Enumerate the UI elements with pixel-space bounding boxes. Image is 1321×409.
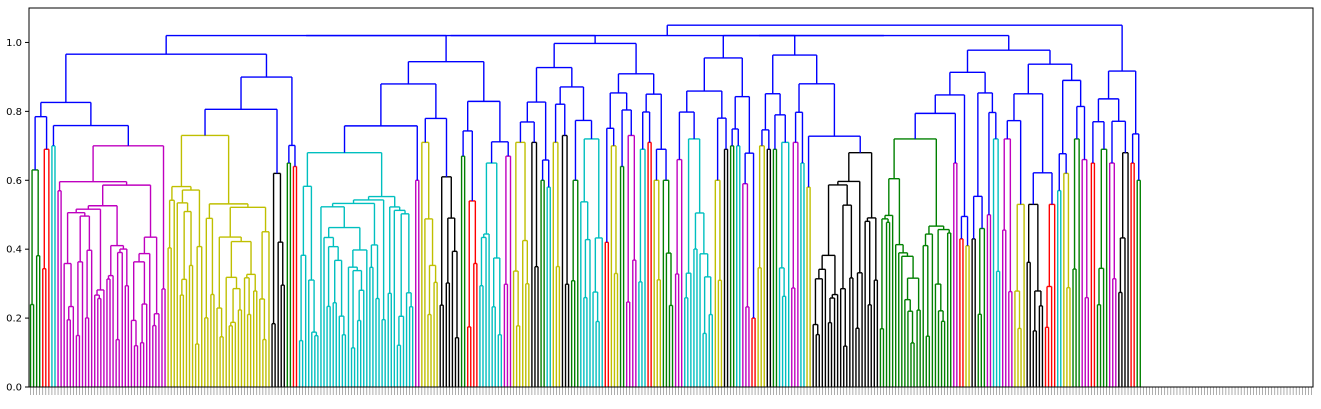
y-tick-label: 0.6 (6, 176, 22, 187)
dendrogram-links (29, 24, 1141, 387)
y-tick-label: 0.2 (6, 314, 22, 325)
y-axis: 0.0 0.2 0.4 0.6 0.8 1.0 (6, 38, 29, 394)
y-tick-label: 1.0 (6, 38, 22, 49)
leaf-labels (30, 387, 1312, 395)
y-tick-label: 0.8 (6, 107, 22, 118)
y-tick-label: 0.0 (6, 383, 22, 394)
y-tick-label: 0.4 (6, 245, 22, 256)
plot-frame (28, 7, 1314, 388)
